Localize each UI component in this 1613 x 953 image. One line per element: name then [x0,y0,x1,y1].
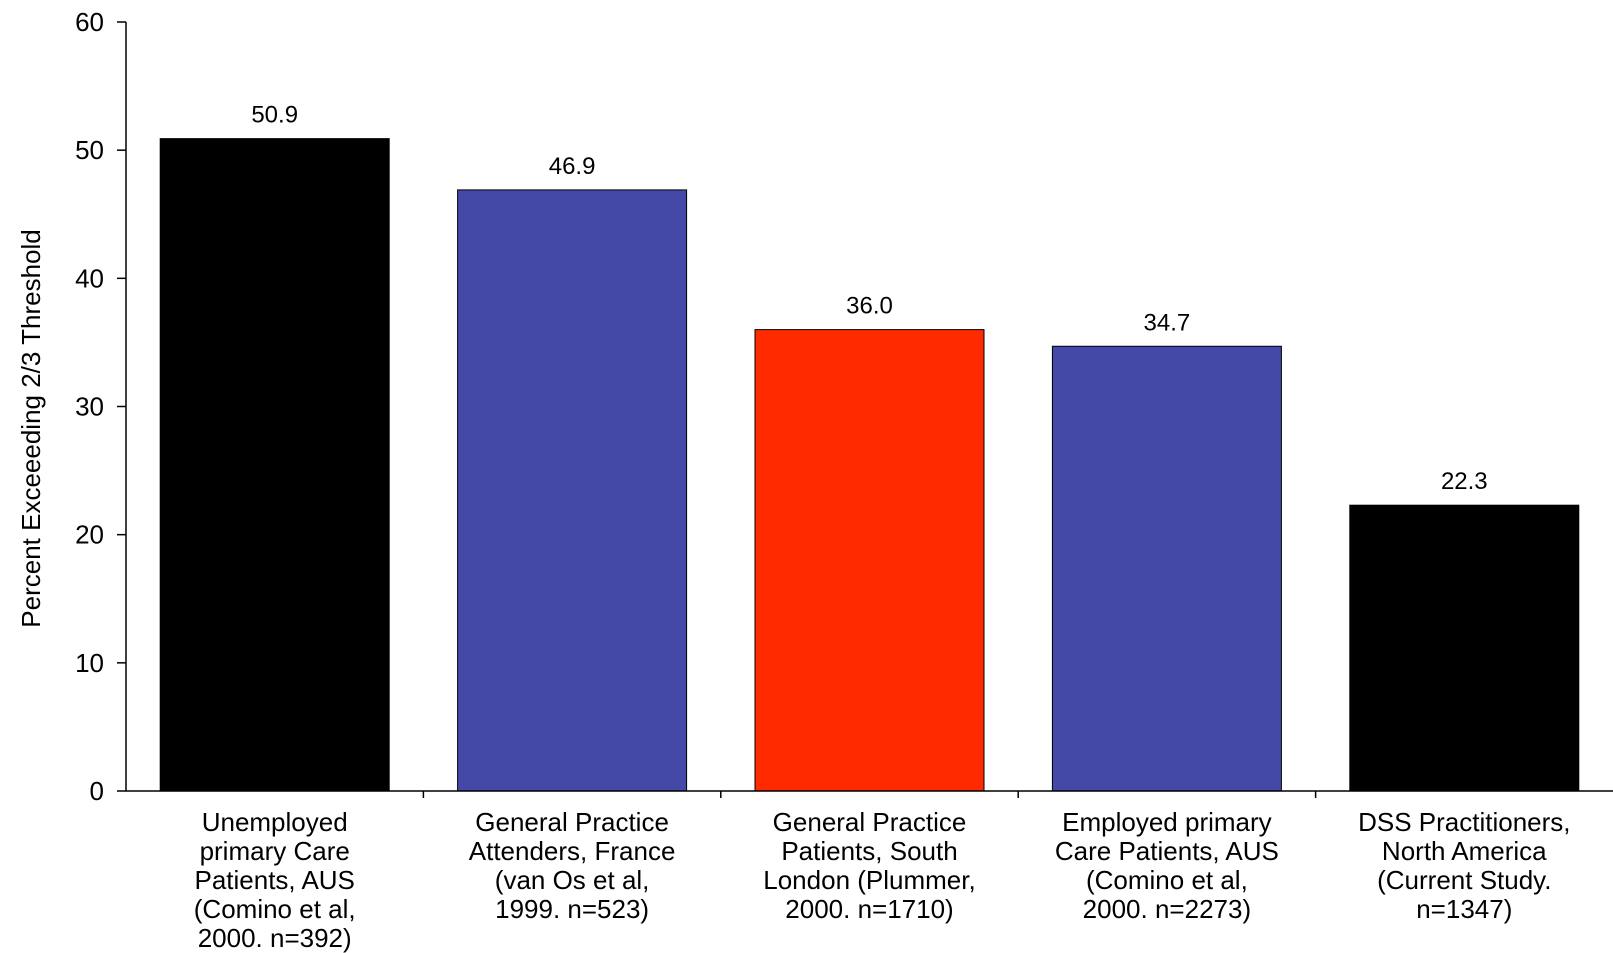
bar-value-label: 50.9 [251,102,298,129]
x-category-label-line: primary Care [200,836,350,866]
x-category-label-line: 2000. n=1710) [785,894,953,924]
bars [159,138,1580,792]
y-tick-label: 60 [75,7,104,37]
y-axis-label: Percent Exceeeding 2/3 Threshold [16,229,46,627]
bar [1051,345,1282,792]
x-category-label-line: Attenders, France [469,836,676,866]
y-tick-label: 20 [75,520,104,550]
x-category-label-line: n=1347) [1416,894,1512,924]
x-category-label-line: Employed primary [1062,807,1272,837]
x-category-label-line: General Practice [475,807,669,837]
x-category-label-line: North America [1382,836,1547,866]
y-tick-label: 30 [75,392,104,422]
x-category-label-line: 1999. n=523) [495,894,649,924]
bar-value-label: 22.3 [1441,468,1488,495]
x-category-label: General Practice Patients, South London (P… [763,807,975,924]
x-category-label: Unemployed primary Care Patients, AUS (Comi… [194,807,356,953]
x-category-label-line: Unemployed [202,807,348,837]
x-category-label-line: (Comino et al, [194,894,356,924]
bar [754,329,985,792]
x-category-label-line: General Practice [773,807,967,837]
x-category-label-line: 2000. n=392) [198,923,352,953]
x-category-label: General Practice Attenders, France (van Os… [469,807,676,924]
x-category-label-line: DSS Practitioners, [1358,807,1570,837]
x-category-label-line: Care Patients, AUS [1055,836,1279,866]
value-labels: 50.9 46.9 36.0 34.7 22.3 [251,102,1487,496]
y-tick-label: 10 [75,648,104,678]
x-category-label-line: 2000. n=2273) [1083,894,1251,924]
x-category-label-line: Patients, South [781,836,957,866]
bar-value-label: 34.7 [1144,309,1191,336]
bar-value-label: 36.0 [846,293,893,320]
x-category-label-line: (Current Study. [1377,865,1551,895]
y-tick-label: 0 [90,776,104,806]
x-category-label-line: (van Os et al, [495,865,650,895]
y-axis: 0 10 20 30 40 50 60 [75,7,127,806]
x-category-label-line: Patients, AUS [194,865,354,895]
x-axis: Unemployed primary Care Patients, AUS (Comi… [126,790,1613,953]
y-tick-label: 50 [75,135,104,165]
bar [159,138,390,792]
x-category-label: DSS Practitioners, North America (Current … [1358,807,1570,924]
x-category-label-line: London (Plummer, [763,865,975,895]
y-tick-label: 40 [75,263,104,293]
bar-value-label: 46.9 [549,153,596,180]
x-category-label-line: (Comino et al, [1086,865,1248,895]
bar [1349,504,1580,792]
x-category-label: Employed primary Care Patients, AUS (Comin… [1055,807,1279,924]
bar [457,189,688,792]
